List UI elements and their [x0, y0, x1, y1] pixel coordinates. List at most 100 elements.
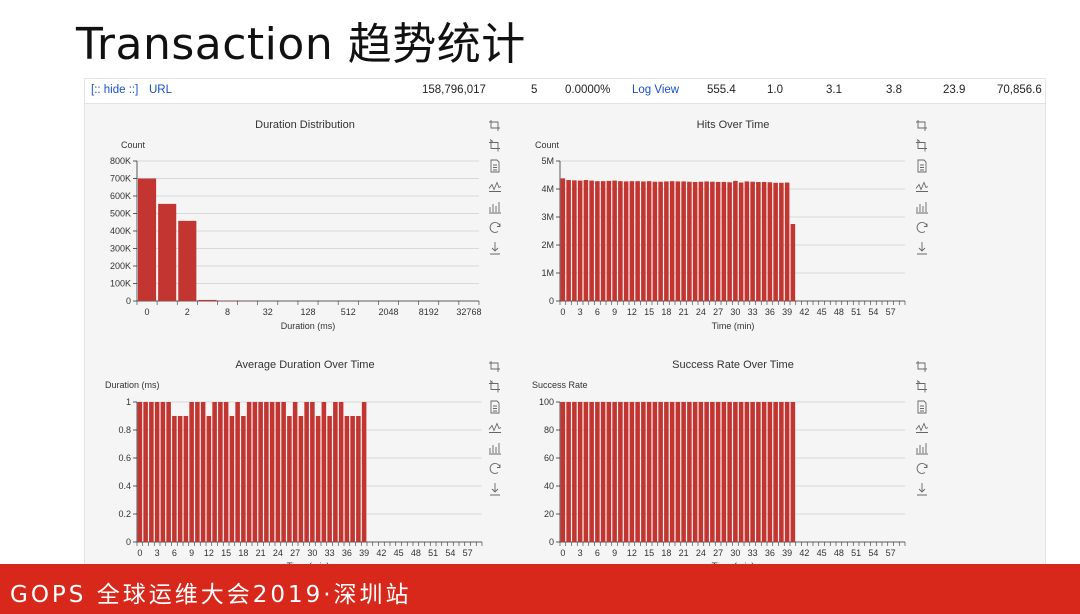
zoom-icon[interactable]: [489, 361, 500, 372]
restore-icon[interactable]: [916, 463, 928, 474]
bar: [566, 402, 571, 542]
x-tick-label: 42: [799, 307, 809, 317]
y-tick-label: 40: [544, 481, 554, 491]
bar: [304, 402, 309, 542]
zoom-reset-icon[interactable]: [916, 139, 927, 152]
bar-chart-icon[interactable]: [489, 202, 501, 214]
bar: [738, 402, 744, 542]
transaction-type-link[interactable]: URL: [149, 84, 173, 96]
bar: [646, 402, 652, 542]
chart-title: Average Duration Over Time: [235, 359, 374, 371]
y-tick-label: 400K: [110, 226, 131, 236]
bar: [721, 182, 727, 301]
zoom-reset-icon[interactable]: [916, 380, 927, 393]
p99-value: 23.9: [943, 84, 966, 96]
bar: [246, 402, 252, 542]
bar-chart-icon[interactable]: [916, 443, 928, 455]
y-tick-label: 5M: [541, 156, 554, 166]
x-tick-label: 54: [868, 307, 878, 317]
bar: [635, 181, 640, 301]
bar: [773, 182, 778, 301]
zoom-icon[interactable]: [489, 120, 500, 131]
bar: [198, 299, 217, 301]
bar: [189, 402, 194, 542]
min-value: 555.4: [707, 84, 736, 96]
bar: [738, 182, 744, 301]
zoom-icon[interactable]: [916, 361, 927, 372]
restore-icon[interactable]: [489, 463, 501, 474]
y-axis-label: Success Rate: [532, 380, 588, 390]
line-chart-icon[interactable]: [915, 422, 929, 433]
line-chart-icon[interactable]: [488, 422, 502, 433]
data-view-icon[interactable]: [490, 159, 500, 173]
bar: [675, 181, 681, 301]
avg-value: 3.1: [826, 84, 842, 96]
zoom-icon[interactable]: [916, 120, 927, 131]
save-image-icon[interactable]: [490, 483, 500, 496]
x-tick-label: 24: [696, 307, 706, 317]
hide-toggle-link[interactable]: [:: hide ::]: [91, 84, 139, 96]
data-view-icon[interactable]: [917, 159, 927, 173]
save-image-icon[interactable]: [917, 483, 927, 496]
bar-chart-icon[interactable]: [916, 202, 928, 214]
x-tick-label: 45: [817, 307, 827, 317]
x-tick-label: 21: [679, 548, 689, 558]
zoom-reset-icon[interactable]: [489, 380, 500, 393]
y-tick-label: 0.6: [118, 453, 131, 463]
bar: [635, 402, 640, 542]
x-tick-label: 3: [155, 548, 160, 558]
x-tick-label: 32768: [456, 307, 481, 317]
y-tick-label: 20: [544, 509, 554, 519]
restore-icon[interactable]: [916, 222, 928, 233]
bar: [600, 402, 606, 542]
bar: [206, 416, 212, 542]
x-tick-label: 12: [627, 548, 637, 558]
bar: [333, 402, 338, 542]
bar: [223, 402, 229, 542]
bar: [790, 224, 796, 301]
bar: [681, 402, 686, 542]
chart-title: Duration Distribution: [255, 119, 355, 131]
bar-chart-icon[interactable]: [489, 443, 501, 455]
bar: [733, 402, 738, 542]
x-tick-label: 9: [612, 548, 617, 558]
bar: [178, 220, 197, 301]
data-view-icon[interactable]: [917, 400, 927, 414]
x-tick-label: 36: [342, 548, 352, 558]
bar: [356, 416, 361, 542]
bar: [744, 181, 750, 301]
x-tick-label: 57: [886, 548, 896, 558]
bar: [790, 402, 796, 542]
bar: [195, 402, 200, 542]
line-chart-icon[interactable]: [915, 181, 929, 192]
bar: [583, 402, 589, 542]
save-image-icon[interactable]: [917, 242, 927, 255]
bar: [315, 416, 321, 542]
bar: [589, 402, 594, 542]
logview-link[interactable]: Log View: [632, 84, 680, 96]
bar: [767, 402, 773, 542]
bar: [606, 180, 612, 301]
failure-percent: 0.0000%: [565, 84, 611, 96]
save-image-icon[interactable]: [490, 242, 500, 255]
bar: [721, 402, 727, 542]
zoom-reset-icon[interactable]: [489, 139, 500, 152]
bar: [710, 402, 715, 542]
y-tick-label: 300K: [110, 244, 131, 254]
bar: [583, 180, 589, 301]
y-tick-label: 80: [544, 425, 554, 435]
y-tick-label: 0.2: [118, 509, 131, 519]
chart-3: Average Duration Over Time Duration (ms) 0…: [105, 359, 502, 565]
y-tick-label: 60: [544, 453, 554, 463]
y-tick-label: 1M: [541, 268, 554, 278]
x-tick-label: 15: [221, 548, 231, 558]
bar: [784, 402, 790, 542]
x-axis-label: Time (min): [712, 321, 755, 331]
bar: [310, 402, 315, 542]
line-chart-icon[interactable]: [488, 181, 502, 192]
x-tick-label: 42: [799, 548, 809, 558]
restore-icon[interactable]: [489, 222, 501, 233]
bar: [172, 416, 177, 542]
data-view-icon[interactable]: [490, 400, 500, 414]
x-tick-label: 3: [578, 548, 583, 558]
